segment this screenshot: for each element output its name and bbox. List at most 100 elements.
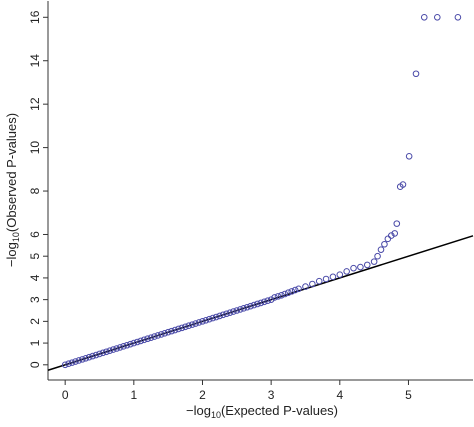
y-tick-label: 10 xyxy=(28,141,42,155)
point xyxy=(315,277,323,285)
point xyxy=(151,333,158,340)
point xyxy=(260,298,268,306)
point xyxy=(343,268,350,275)
point xyxy=(233,307,241,314)
point xyxy=(99,349,107,357)
x-tick-label: 5 xyxy=(405,388,412,402)
point xyxy=(130,339,138,347)
point xyxy=(82,354,90,362)
point xyxy=(171,326,179,334)
point xyxy=(250,301,258,309)
x-tick-label: 1 xyxy=(130,388,137,402)
point xyxy=(236,306,244,313)
point xyxy=(384,235,392,243)
y-label-sub: 10 xyxy=(11,232,21,242)
point xyxy=(140,336,148,344)
point xyxy=(216,312,223,320)
point xyxy=(164,328,172,336)
point xyxy=(350,264,357,272)
point xyxy=(68,359,76,366)
point xyxy=(405,152,413,160)
point xyxy=(137,337,144,345)
point xyxy=(103,348,110,356)
point xyxy=(168,327,175,335)
point xyxy=(381,240,388,248)
y-tick-label: 1 xyxy=(28,339,42,346)
x-tick-label: 4 xyxy=(336,388,343,402)
point xyxy=(113,345,120,352)
point xyxy=(144,335,151,343)
point xyxy=(240,305,247,312)
point xyxy=(247,302,254,310)
point xyxy=(127,340,134,348)
point xyxy=(75,357,83,364)
point xyxy=(374,252,381,260)
point xyxy=(161,330,169,337)
y-tick-label: 8 xyxy=(28,187,42,194)
point xyxy=(230,308,237,315)
point xyxy=(96,350,103,358)
x-label-part: −log xyxy=(186,403,211,418)
point xyxy=(226,309,234,316)
point xyxy=(209,314,217,322)
point xyxy=(109,346,117,353)
point xyxy=(370,258,378,265)
y-tick-label: 12 xyxy=(28,97,42,111)
point xyxy=(288,288,296,295)
x-tick-label: 2 xyxy=(199,388,206,402)
point xyxy=(322,275,330,283)
point xyxy=(120,343,127,350)
point xyxy=(257,299,265,307)
point xyxy=(195,319,203,326)
point xyxy=(219,311,227,319)
point xyxy=(391,230,399,237)
y-axis-label: −log10(Observed P-values) xyxy=(4,113,21,267)
x-label-part: (Expected P-values) xyxy=(221,403,338,418)
point xyxy=(178,324,186,332)
y-tick-label: 6 xyxy=(28,231,42,238)
point xyxy=(412,70,420,78)
point xyxy=(309,280,316,288)
y-tick-label: 4 xyxy=(28,274,42,281)
point xyxy=(154,332,162,339)
point xyxy=(363,261,371,269)
point xyxy=(175,325,182,333)
point xyxy=(254,300,261,308)
point xyxy=(433,13,441,21)
point xyxy=(329,273,337,281)
point xyxy=(85,353,93,361)
y-tick-label: 16 xyxy=(28,10,42,24)
y-tick-label: 0 xyxy=(28,361,42,368)
point xyxy=(147,334,155,341)
point xyxy=(387,232,395,239)
point xyxy=(267,296,275,303)
point xyxy=(182,323,189,331)
point xyxy=(454,13,462,21)
point xyxy=(302,283,309,290)
point xyxy=(92,351,100,359)
point xyxy=(133,338,141,346)
x-tick-label: 0 xyxy=(62,388,69,402)
y-tick-label: 5 xyxy=(28,253,42,260)
point xyxy=(291,286,299,294)
point xyxy=(123,341,131,349)
point xyxy=(185,322,193,330)
x-label-sub: 10 xyxy=(211,410,221,420)
point xyxy=(116,344,124,351)
point xyxy=(399,181,407,188)
y-tick-label: 2 xyxy=(28,318,42,325)
y-tick-label: 14 xyxy=(28,54,42,68)
point xyxy=(79,356,86,363)
point xyxy=(377,246,385,253)
point xyxy=(192,320,199,327)
point xyxy=(199,318,206,325)
point xyxy=(336,271,344,278)
point xyxy=(223,310,230,318)
point xyxy=(106,347,114,354)
y-label-part: (Observed P-values) xyxy=(4,113,19,232)
point xyxy=(271,294,278,301)
point xyxy=(202,316,210,324)
point xyxy=(281,290,289,298)
